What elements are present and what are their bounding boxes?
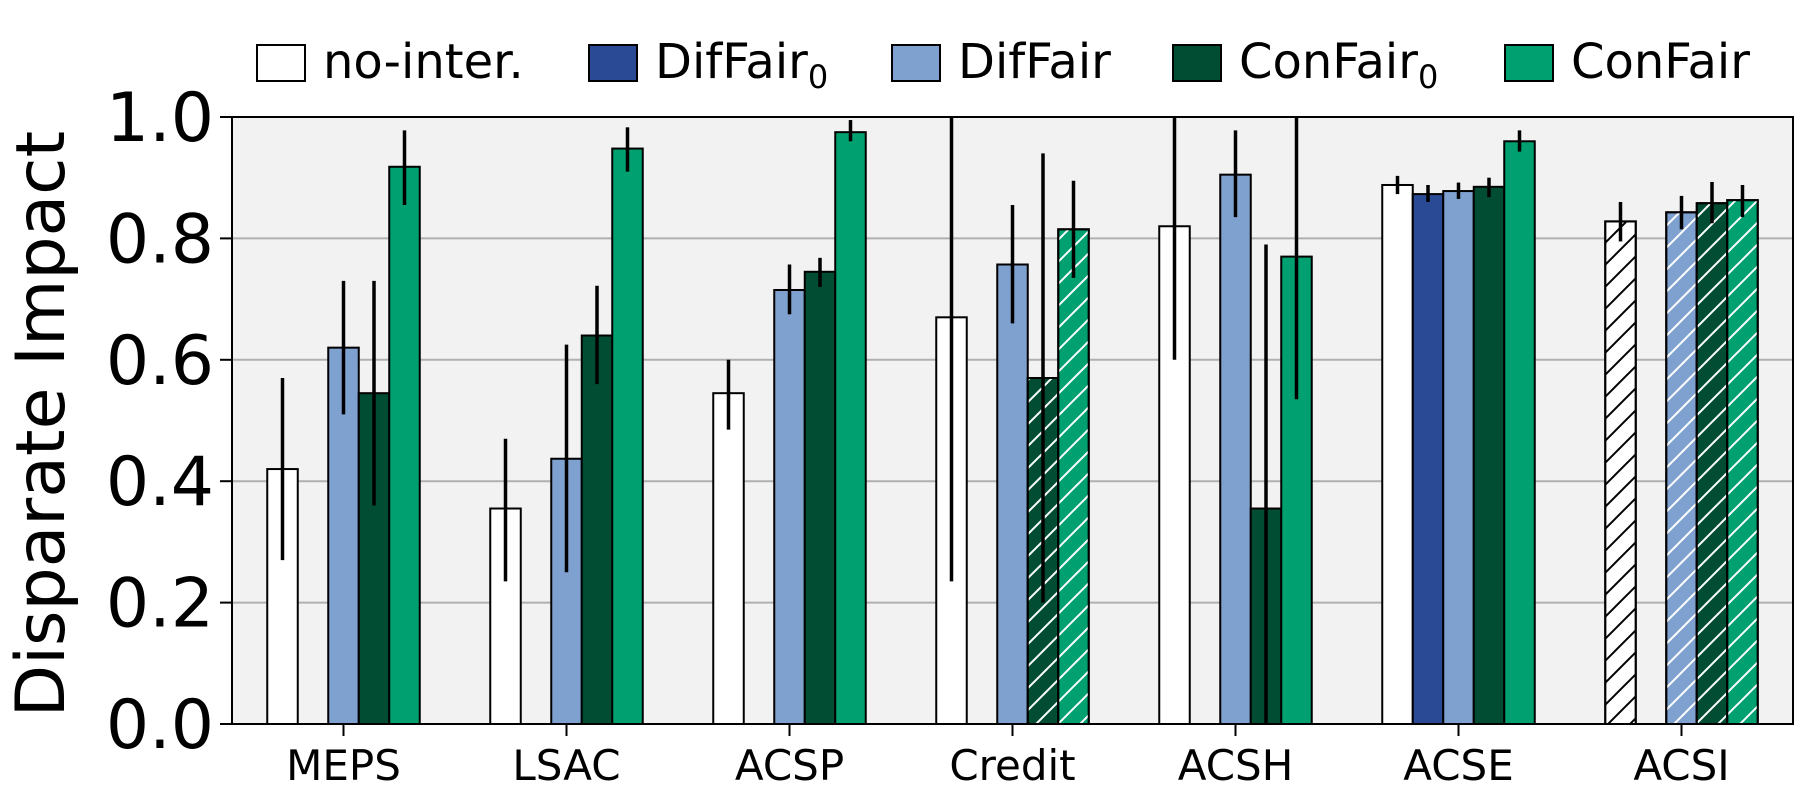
legend-label-text: ConFair — [1239, 34, 1418, 90]
legend-label: ConFair — [1571, 34, 1750, 90]
error-bars — [280, 117, 1745, 724]
x-tick-label: ACSI — [1633, 741, 1729, 790]
bar — [1381, 183, 1414, 725]
x-tick-label: Credit — [949, 741, 1075, 790]
y-tick-label: 0.2 — [106, 565, 214, 644]
bar — [773, 288, 806, 725]
legend-label-text: DifFair — [958, 34, 1111, 90]
x-tick-label: ACSP — [735, 741, 844, 790]
legend-label: no-inter. — [323, 34, 524, 90]
bar — [1442, 190, 1475, 725]
bar-hatch — [1057, 228, 1090, 725]
bar-hatch — [1604, 220, 1637, 726]
bar — [580, 334, 614, 725]
legend-swatch — [256, 44, 306, 82]
bar — [1503, 140, 1536, 725]
legend-swatch — [1172, 44, 1222, 82]
x-axis: MEPS LSAC ACSP Credit ACSH ACSE ACSI — [286, 724, 1730, 790]
legend-label-subscript: 0 — [1418, 58, 1438, 96]
y-tick-label: 0.8 — [106, 200, 214, 279]
bar — [611, 147, 644, 725]
legend-label: DifFair0 — [655, 34, 828, 96]
x-tick-label: ACSE — [1403, 741, 1514, 790]
bar — [388, 165, 421, 726]
y-tick-label: 0.6 — [106, 322, 214, 401]
y-axis: 0.0 0.2 0.4 0.6 0.8 1.0 — [106, 79, 232, 765]
x-tick-label: MEPS — [286, 741, 401, 790]
legend: no-inter. DifFair0 DifFair ConFair0 ConFair — [256, 34, 1750, 96]
bar-hatch — [1665, 211, 1698, 725]
legend-label-text: DifFair — [655, 34, 808, 90]
bar — [1411, 193, 1445, 726]
legend-label-text: ConFair — [1571, 34, 1750, 90]
bar — [1219, 173, 1252, 726]
bar-hatch — [1695, 202, 1729, 726]
bar — [712, 392, 745, 725]
legend-swatch — [588, 44, 638, 82]
y-tick-label: 0.0 — [106, 686, 214, 765]
legend-swatch — [1504, 44, 1554, 82]
legend-label: DifFair — [958, 34, 1111, 90]
legend-label: ConFair0 — [1239, 34, 1438, 96]
bar — [803, 270, 837, 725]
legend-label-subscript: 0 — [808, 58, 828, 96]
bar-hatch — [1726, 199, 1759, 725]
legend-swatch — [891, 44, 941, 82]
y-tick-label: 0.4 — [106, 443, 214, 522]
x-tick-label: ACSH — [1178, 741, 1294, 790]
y-tick-label: 1.0 — [106, 79, 214, 158]
bar — [1472, 185, 1506, 725]
legend-label-text: no-inter. — [323, 34, 524, 90]
y-axis-label: Disparate Impact — [2, 131, 81, 717]
bar — [834, 131, 867, 726]
x-tick-label: LSAC — [512, 741, 620, 790]
bar — [996, 263, 1029, 725]
